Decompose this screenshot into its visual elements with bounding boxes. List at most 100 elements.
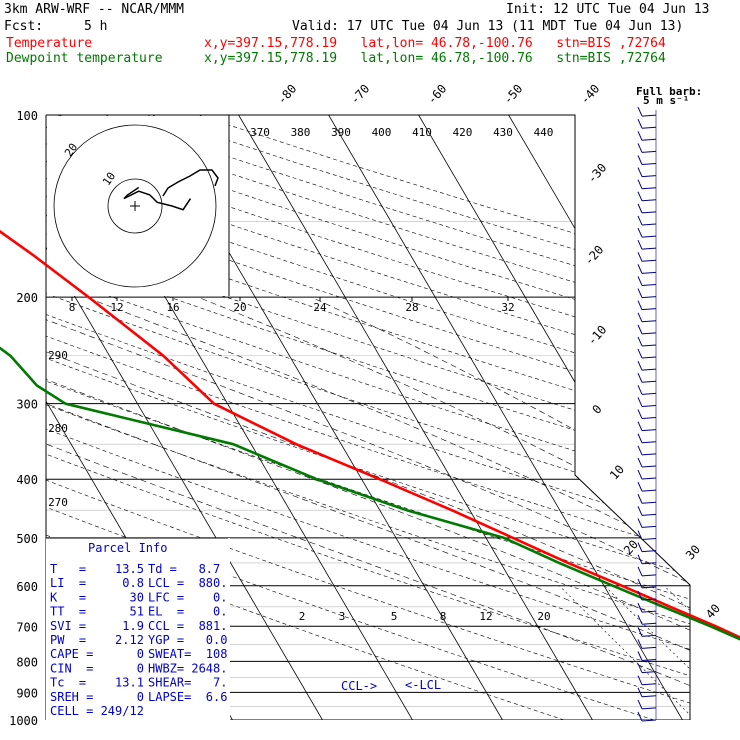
parcel-row-left: SVI = 1.9: [50, 619, 144, 633]
dry-adiabat: [46, 115, 690, 720]
theta-label: 420: [453, 126, 473, 139]
wind-barb-flag: [637, 651, 643, 661]
isotherm-label: -20: [582, 243, 607, 268]
wind-barb-flag: [637, 227, 643, 238]
wind-barb-staff: [641, 175, 657, 178]
wind-barb-staff: [641, 634, 657, 637]
wind-barb-staff: [641, 199, 657, 202]
moist-adiabat: [197, 296, 690, 720]
wind-barb-staff: [641, 138, 657, 141]
pressure-tick-label: 800: [16, 655, 38, 669]
wind-barb-staff: [641, 211, 657, 214]
wind-barb-flag: [637, 348, 643, 359]
wind-barb-staff: [641, 223, 657, 226]
wind-barb-staff: [641, 586, 657, 589]
wind-barb-flag: [637, 264, 643, 274]
wind-barb-staff: [641, 707, 657, 710]
parcel-row-right: CCL = 881.: [148, 619, 227, 633]
pressure-tick-label: 1000: [9, 714, 38, 728]
wind-barb-flag: [637, 469, 643, 480]
dry-adiabat: [46, 115, 690, 720]
plot-outline: [46, 114, 691, 720]
parcel-info-title: Parcel Info: [88, 541, 167, 555]
wind-barb-flag: [637, 324, 643, 335]
barb-legend-title: Full barb:: [636, 85, 702, 98]
wind-barb-flag: [637, 397, 643, 407]
dry-adiabat: [46, 115, 690, 720]
mixing-ratio-line: [722, 586, 740, 720]
ccl-label: CCL->: [341, 679, 377, 693]
hodograph-ring-label: 20: [62, 141, 80, 159]
wind-barb-staff: [641, 187, 657, 190]
dry-adiabat: [46, 115, 690, 720]
speed-scale-label: 12: [110, 301, 123, 314]
wind-barb-staff: [641, 574, 657, 577]
speed-scale-label: 24: [313, 301, 327, 314]
mixing-ratio-label: 20: [537, 610, 550, 623]
pressure-tick-label: 600: [16, 580, 38, 594]
lcl-label: <-LCL: [405, 678, 441, 692]
wind-barb-staff: [641, 247, 657, 250]
dry-adiabat: [46, 115, 690, 720]
parcel-row-left: CIN = 0: [50, 661, 144, 675]
sounding-series: [0, 229, 740, 641]
wind-barbs: [637, 106, 657, 722]
wind-barb-flag: [637, 300, 643, 310]
wind-barb-flag: [637, 143, 643, 153]
wind-barb-staff: [641, 235, 657, 238]
dry-adiabat: [46, 115, 690, 720]
isotherm-label: 20: [621, 537, 641, 557]
wind-barb-flag: [637, 203, 643, 214]
temperature-line: [0, 229, 740, 639]
parcel-row-left: CELL = 249/12: [50, 704, 144, 718]
wind-barb-flag: [637, 639, 643, 649]
pressure-tick-label: 300: [16, 398, 38, 412]
mixing-ratio-label: 3: [339, 610, 346, 623]
wind-barb-staff: [641, 126, 657, 129]
wind-barb-flag: [637, 506, 643, 516]
wind-barb-flag: [637, 118, 643, 129]
isotherm-label: -10: [585, 323, 610, 348]
mixing-ratio-line: [663, 585, 690, 720]
wind-barb-flag: [637, 179, 643, 189]
isotherm-label: 0: [589, 402, 604, 417]
mixing-ratio-label: 8: [440, 610, 447, 623]
speed-scale-label: 28: [405, 301, 418, 314]
wind-barb-staff: [641, 380, 657, 383]
dry-adiabat: [46, 115, 690, 720]
wind-barb-flag: [637, 312, 643, 322]
isotherm-label: -40: [578, 82, 603, 107]
wind-barb-staff: [641, 429, 657, 432]
wind-barb-staff: [641, 308, 657, 311]
hodograph: 10 20: [47, 115, 230, 296]
wind-barb-flag: [637, 590, 643, 601]
wind-barb-flag: [637, 252, 643, 262]
parcel-row-right: LAPSE= 6.6: [148, 690, 227, 704]
wind-barb-staff: [641, 622, 657, 625]
wind-barb-flag: [637, 239, 643, 250]
parcel-row-right: SWEAT= 108: [148, 647, 227, 661]
theta-label: 440: [534, 126, 554, 139]
hodograph-trace-upper: [162, 169, 219, 197]
wind-barb-staff: [641, 659, 657, 662]
wind-barb-staff: [641, 598, 657, 601]
wind-barb-staff: [641, 562, 657, 565]
wind-barb-flag: [637, 699, 643, 710]
parcel-row-right: LCL = 880.: [148, 576, 227, 590]
wind-barb-staff: [641, 441, 657, 444]
wind-barb-flag: [637, 711, 643, 722]
isotherm-label: -80: [275, 82, 300, 107]
parcel-row-right: EL = 0.: [148, 605, 227, 619]
wind-barb-flag: [637, 409, 643, 419]
wind-barb-flag: [637, 675, 643, 685]
parcel-row-right: Td = 8.7: [148, 562, 220, 576]
wind-barb-staff: [641, 671, 657, 674]
theta-label-left: 270: [48, 496, 68, 509]
theta-label: 410: [412, 126, 432, 139]
hodograph-ring: [107, 178, 163, 234]
parcel-row-left: K = 30: [50, 590, 144, 604]
theta-label: 380: [291, 126, 311, 139]
parcel-row-left: SREH = 0: [50, 690, 144, 704]
pressure-tick-label: 900: [16, 686, 38, 700]
wind-barb-flag: [637, 445, 643, 456]
